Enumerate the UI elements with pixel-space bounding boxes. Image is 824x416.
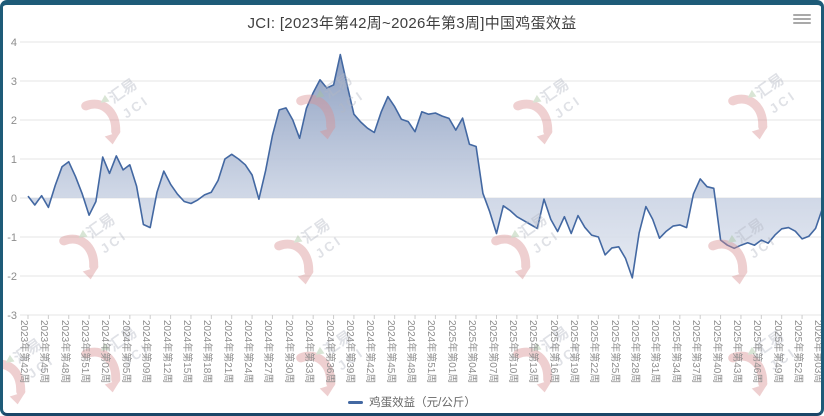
y-axis-tick-label: 2: [11, 115, 17, 127]
y-axis-tick-label: 3: [11, 76, 17, 88]
legend-label: 鸡蛋效益（元/公斤）: [369, 397, 476, 409]
hamburger-menu-icon[interactable]: [793, 12, 811, 26]
chart-region: 4 3 2 1 0 -1 -2 -3 汇易 JCI 汇易 JCI: [3, 5, 824, 416]
y-axis-tick-label: -1: [7, 232, 17, 244]
y-axis-tick-label: 0: [11, 193, 17, 205]
legend-item-egg-profit[interactable]: 鸡蛋效益（元/公斤）: [3, 394, 821, 410]
y-axis-tick-label: -2: [7, 271, 17, 283]
y-axis-tick-label: -3: [7, 310, 17, 322]
egg-profit-area-chart[interactable]: 4 3 2 1 0 -1 -2 -3: [3, 5, 824, 416]
legend-line-marker: [348, 400, 364, 404]
y-axis-tick-label: 4: [11, 37, 17, 49]
y-axis-tick-label: 1: [11, 154, 17, 166]
page-title: JCI: [2023年第42周~2026年第3周]中国鸡蛋效益: [247, 15, 577, 32]
